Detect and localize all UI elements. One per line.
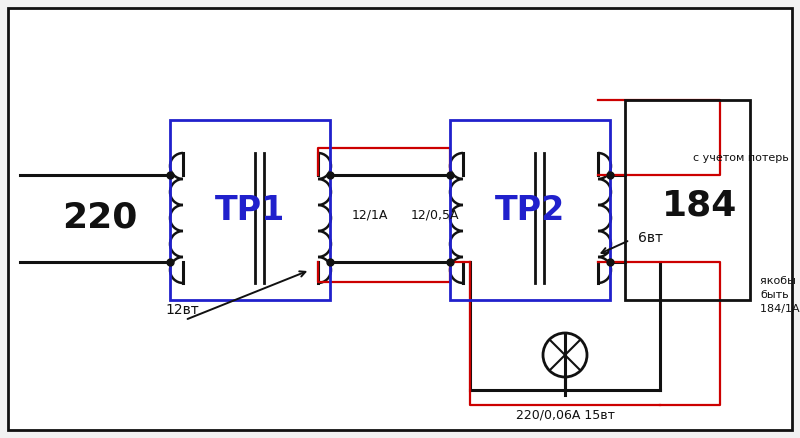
- Text: якобы должно
быть
184/1А =184вт: якобы должно быть 184/1А =184вт: [760, 276, 800, 314]
- Text: 220: 220: [62, 201, 138, 235]
- Text: 220/0,06А 15вт: 220/0,06А 15вт: [515, 409, 614, 421]
- Text: ТР2: ТР2: [495, 194, 565, 226]
- Text: 12/0,5А: 12/0,5А: [410, 208, 459, 222]
- Bar: [625, 100, 750, 300]
- Text: с учетом потерь: с учетом потерь: [693, 153, 789, 163]
- Text: ТР1: ТР1: [215, 194, 285, 226]
- Bar: [450, 120, 610, 300]
- Text: 6вт: 6вт: [638, 231, 663, 245]
- Text: 12вт: 12вт: [165, 303, 198, 317]
- Text: 12/1А: 12/1А: [352, 208, 388, 222]
- Bar: [170, 120, 330, 300]
- Text: 184: 184: [662, 188, 738, 222]
